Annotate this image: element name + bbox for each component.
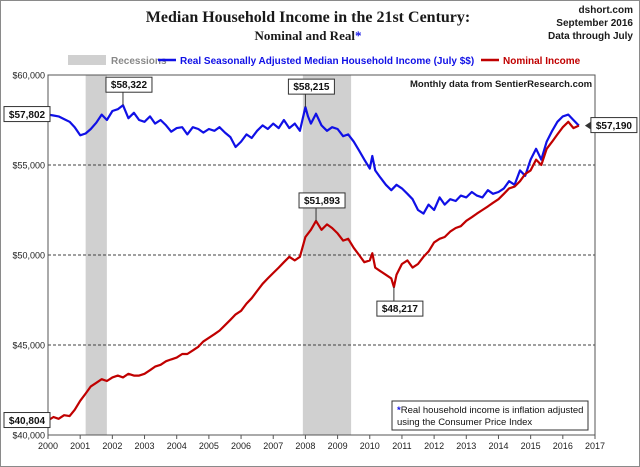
footnote-line-1-text: Real household income is inflation adjus… (401, 405, 584, 416)
x-tick-label: 2009 (328, 441, 348, 451)
legend: Recessions Real Seasonally Adjusted Medi… (68, 55, 581, 67)
callout-box (376, 300, 424, 317)
legend-recession-swatch (68, 55, 106, 65)
callout-label: $58,322 (111, 80, 148, 91)
footnote-star: * (397, 405, 401, 416)
subtitle-text: Nominal and Real (255, 28, 356, 43)
callout-box (287, 78, 335, 95)
x-tick-label: 2010 (360, 441, 380, 451)
x-tick-label: 2006 (231, 441, 251, 451)
x-tick-label: 2002 (102, 441, 122, 451)
series-lines (47, 104, 580, 422)
x-tick-label: 2003 (135, 441, 155, 451)
chart-title: Median Household Income in the 21st Cent… (146, 9, 470, 26)
x-tick-label: 2014 (488, 441, 508, 451)
legend-nominal-label: Nominal Income (503, 56, 581, 67)
source-coverage: Data through July (548, 31, 633, 42)
source-annotation: Monthly data from SentierResearch.com (410, 79, 592, 90)
callout-label: $48,217 (382, 304, 419, 315)
footnote-frame (391, 400, 589, 431)
edge-label-pointer (584, 121, 591, 130)
callout-box (105, 76, 153, 93)
edge-value-label: $40,804 (3, 412, 51, 429)
x-tick-label: 2001 (70, 441, 90, 451)
callout: $58,322 (105, 76, 153, 106)
y-tick-label: $60,000 (12, 71, 45, 81)
x-tick-label: 2017 (585, 441, 605, 451)
callouts: $58,322 $58,215 $51,893 $48,217 $57,802 $40,8… (3, 76, 638, 429)
gridlines (48, 164, 595, 346)
x-tick-label: 2011 (392, 441, 411, 451)
edge-label-box (3, 106, 51, 123)
x-tick-label: 2008 (295, 441, 315, 451)
legend-real-label: Real Seasonally Adjusted Median Househol… (180, 56, 474, 67)
series-line-real (47, 104, 580, 215)
footnote-box: *Real household income is inflation adju… (391, 400, 589, 431)
x-tick-label: 2004 (167, 441, 187, 451)
callout: $58,215 (287, 78, 335, 108)
edge-label-box (590, 117, 638, 134)
plot-area-border (47, 74, 596, 436)
x-tick-label: 2000 (38, 441, 58, 451)
y-tick-label: $50,000 (12, 251, 45, 261)
x-tick-label: 2007 (263, 441, 283, 451)
y-axis-ticks: $40,000 $45,000 $50,000 $55,000 $60,000 (12, 71, 45, 441)
legend-recession-label: Recessions (111, 56, 167, 67)
x-tick-label: 2012 (424, 441, 444, 451)
edge-label-text: $57,802 (9, 110, 46, 121)
y-tick-label: $55,000 (12, 161, 45, 171)
callout-label: $51,893 (304, 196, 341, 207)
callout-label: $58,215 (293, 82, 330, 93)
edge-label-text: $40,804 (9, 416, 46, 427)
callout: $48,217 (376, 287, 424, 317)
edge-label-text: $57,190 (596, 121, 633, 132)
y-tick-label: $45,000 (12, 341, 45, 351)
x-axis-ticks: 2000 2001 2002 2003 2004 2005 2006 2007 2008 2009… (38, 435, 605, 451)
footnote-line-1: *Real household income is inflation adju… (397, 405, 583, 416)
y-tick-label: $40,000 (12, 431, 45, 441)
x-tick-label: 2005 (199, 441, 219, 451)
edge-value-label: $57,190 (584, 117, 638, 134)
x-tick-label: 2015 (521, 441, 541, 451)
source-date: September 2016 (556, 18, 633, 29)
chart-subtitle: Nominal and Real* (255, 28, 362, 43)
edge-label-box (3, 412, 51, 429)
x-tick-label: 2016 (553, 441, 573, 451)
x-tick-label: 2013 (456, 441, 476, 451)
series-line-nominal (47, 120, 580, 422)
subtitle-star: * (355, 28, 362, 43)
edge-value-label: $57,802 (3, 106, 51, 123)
source-site: dshort.com (579, 5, 634, 16)
callout: $51,893 (298, 192, 346, 221)
footnote-line-2: using the Consumer Price Index (397, 417, 532, 428)
callout-box (298, 192, 346, 209)
